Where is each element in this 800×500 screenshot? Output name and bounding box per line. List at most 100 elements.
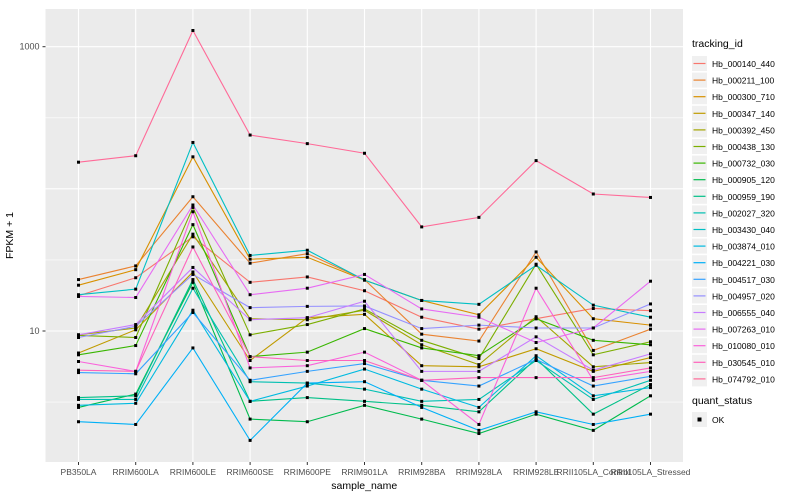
data-point <box>534 286 538 290</box>
data-point <box>420 225 424 229</box>
x-tick-label: RRIM928LA <box>456 467 503 477</box>
data-point <box>191 280 195 284</box>
data-point <box>420 387 424 391</box>
legend-entry-label: Hb_010080_010 <box>712 341 775 351</box>
data-point <box>134 287 138 291</box>
legend-entry-label: Hb_000732_030 <box>712 159 775 169</box>
data-point <box>134 336 138 340</box>
data-point <box>77 294 80 298</box>
data-point <box>477 369 481 373</box>
data-point <box>591 317 595 321</box>
data-point <box>191 155 195 159</box>
data-point <box>534 335 538 339</box>
data-point <box>248 359 252 363</box>
data-point <box>534 317 538 321</box>
x-tick-label: RRIM928BA <box>398 467 446 477</box>
data-point <box>134 397 138 401</box>
legend-entry-label: Hb_004957_020 <box>712 291 775 301</box>
data-point <box>534 326 538 330</box>
data-point <box>477 365 481 369</box>
data-point <box>649 412 652 416</box>
data-point <box>363 289 366 293</box>
data-point <box>477 422 481 426</box>
data-point <box>363 387 366 391</box>
data-point <box>134 264 138 268</box>
data-point <box>77 360 80 364</box>
data-point <box>363 312 366 316</box>
x-tick-label: RRIM600LE <box>170 467 217 477</box>
data-point <box>77 333 80 337</box>
legend-entry-label: Hb_002027_320 <box>712 208 775 218</box>
data-point <box>649 327 652 331</box>
data-point <box>305 248 309 252</box>
data-point <box>420 405 424 409</box>
x-tick-label: RRII105LA_Control <box>556 467 630 477</box>
data-point <box>248 318 252 322</box>
data-point <box>363 272 366 276</box>
data-point <box>248 378 252 382</box>
legend-entry-label: Hb_000438_130 <box>712 142 775 152</box>
data-point <box>420 378 424 382</box>
x-tick-label: PB350LA <box>61 467 97 477</box>
data-point <box>477 215 481 219</box>
data-point <box>134 422 138 426</box>
data-point <box>363 299 366 303</box>
data-point <box>649 340 652 344</box>
data-point <box>420 332 424 336</box>
data-point <box>305 364 309 368</box>
data-point <box>77 397 80 401</box>
data-point <box>191 195 195 199</box>
data-point <box>191 278 195 282</box>
data-point <box>191 272 195 276</box>
data-point <box>305 142 309 146</box>
data-point <box>134 372 138 376</box>
data-point <box>534 347 538 351</box>
legend-entry-label: Hb_000300_710 <box>712 92 775 102</box>
data-point <box>591 338 595 342</box>
data-point <box>591 378 595 382</box>
data-point <box>591 306 595 310</box>
data-point <box>248 306 252 310</box>
data-point <box>477 315 481 319</box>
data-point <box>477 428 481 432</box>
data-point <box>134 326 138 330</box>
data-point <box>77 353 80 357</box>
data-point <box>191 286 195 290</box>
legend-entry-label: Hb_003874_010 <box>712 242 775 252</box>
legend-entry-label: Hb_030545_010 <box>712 358 775 368</box>
data-point <box>534 255 538 259</box>
data-point <box>363 151 366 155</box>
data-point <box>248 257 252 261</box>
data-point <box>649 309 652 313</box>
data-point <box>191 203 195 207</box>
legend-entry-label: Hb_007263_010 <box>712 325 775 335</box>
data-point <box>305 286 309 290</box>
data-point <box>591 192 595 196</box>
x-tick-label: RRIM928LE <box>513 467 560 477</box>
data-point <box>420 338 424 342</box>
data-point <box>77 396 80 400</box>
legend2-entry-label: OK <box>712 415 725 425</box>
data-point <box>477 313 481 317</box>
data-point <box>591 326 595 330</box>
x-tick-label: RRIM600SE <box>226 467 274 477</box>
data-point <box>534 354 538 358</box>
data-point <box>248 355 252 359</box>
data-point <box>534 250 538 254</box>
data-point <box>477 302 481 306</box>
data-point <box>363 399 366 403</box>
data-point <box>477 397 481 401</box>
legend-entry-label: Hb_004221_030 <box>712 258 775 268</box>
legend2-key-marker <box>697 417 702 422</box>
data-point <box>363 362 366 366</box>
data-point <box>534 159 538 163</box>
data-point <box>649 378 652 382</box>
data-point <box>134 392 138 396</box>
legend-entry-label: Hb_000140_440 <box>712 59 775 69</box>
legend-entry-label: Hb_000211_100 <box>712 76 775 86</box>
data-point <box>477 405 481 409</box>
data-point <box>649 279 652 283</box>
data-point <box>134 328 138 332</box>
data-point <box>591 412 595 416</box>
data-point <box>591 422 595 426</box>
